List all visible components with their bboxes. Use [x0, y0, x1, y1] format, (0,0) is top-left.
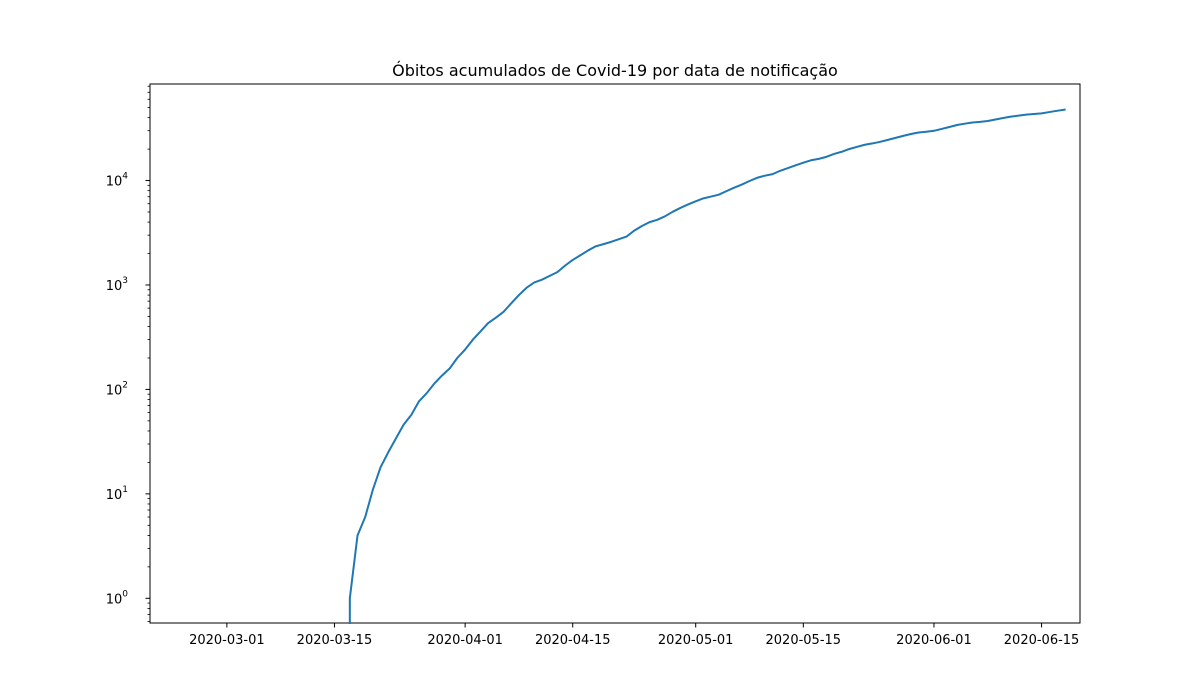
y-tick-label: 104: [106, 172, 129, 190]
x-tick-label: 2020-04-01: [427, 633, 503, 648]
x-tick-label: 2020-03-01: [189, 633, 265, 648]
y-tick-label: 102: [106, 380, 128, 398]
x-tick-label: 2020-06-15: [1004, 633, 1080, 648]
series-line: [348, 108, 1066, 624]
y-tick-label: 101: [106, 485, 128, 503]
x-tick-label: 2020-06-01: [896, 633, 972, 648]
axes-frame: [149, 83, 1081, 624]
chart-title: Óbitos acumulados de Covid-19 por data d…: [392, 61, 838, 80]
y-tick-label: 103: [106, 276, 128, 294]
y-tick-label: 100: [106, 589, 129, 607]
x-tick-label: 2020-05-01: [658, 633, 734, 648]
x-tick-label: 2020-05-15: [766, 633, 842, 648]
plot-area: 2020-03-01 2020-03-15 2020-04-01 2020-04-15…: [106, 83, 1081, 648]
x-tick-label: 2020-04-15: [535, 633, 611, 648]
x-tick-label: 2020-03-15: [297, 633, 373, 648]
